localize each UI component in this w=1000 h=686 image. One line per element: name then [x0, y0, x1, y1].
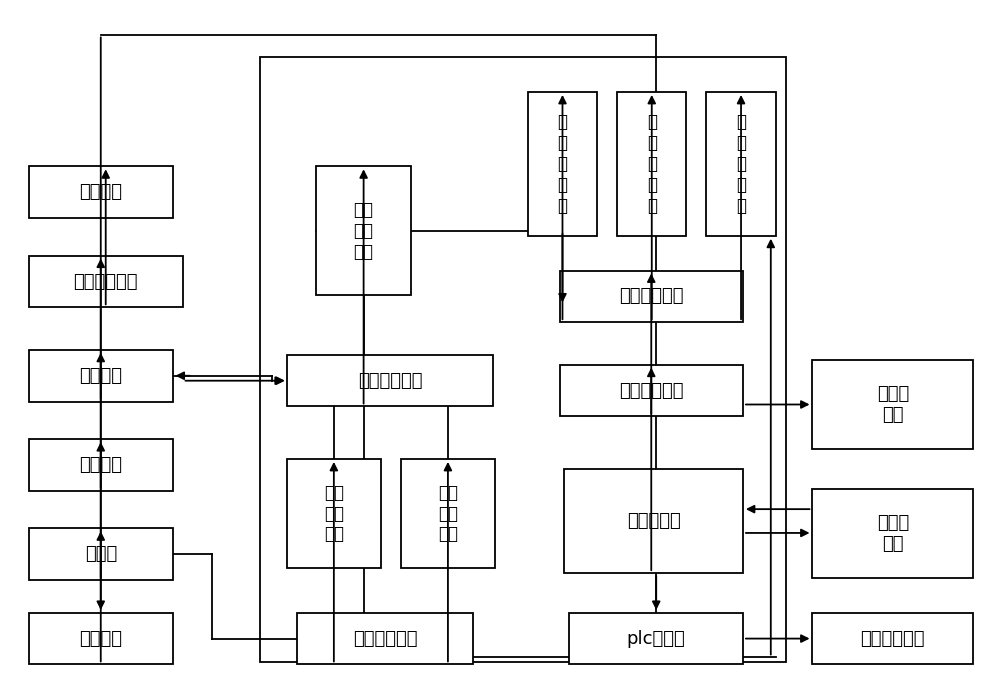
Bar: [560, 365, 743, 416]
Text: 变速箱: 变速箱: [85, 545, 117, 563]
Bar: [564, 469, 743, 573]
Bar: [260, 58, 786, 663]
Text: 机械进给机构: 机械进给机构: [358, 372, 422, 390]
Text: 图像消噪电路: 图像消噪电路: [619, 381, 684, 400]
Text: 轴
向
摄
像
头: 轴 向 摄 像 头: [557, 113, 567, 215]
Text: 电机系统: 电机系统: [79, 630, 122, 648]
Text: 图像增强电路: 图像增强电路: [619, 287, 684, 305]
Bar: [812, 360, 973, 449]
Text: plc控制器: plc控制器: [627, 630, 686, 648]
Bar: [29, 613, 173, 664]
Bar: [287, 459, 381, 568]
Bar: [29, 528, 173, 580]
Bar: [812, 489, 973, 578]
Text: 轴向
进给
装置: 轴向 进给 装置: [438, 484, 458, 543]
Bar: [316, 167, 411, 296]
Text: 刀具主轴: 刀具主轴: [79, 456, 122, 474]
Text: 工件主轴: 工件主轴: [79, 183, 122, 201]
Text: 径
向
摄
像
头: 径 向 摄 像 头: [647, 113, 657, 215]
Text: 分齿交换挂轮: 分齿交换挂轮: [73, 272, 138, 290]
Bar: [297, 613, 473, 664]
Text: 切
向
摄
像
头: 切 向 摄 像 头: [736, 113, 746, 215]
Text: 切向
进给
装置: 切向 进给 装置: [324, 484, 344, 543]
Bar: [528, 92, 597, 236]
Bar: [812, 613, 973, 664]
Bar: [29, 167, 173, 218]
Bar: [29, 256, 183, 307]
Bar: [401, 459, 495, 568]
Bar: [29, 439, 173, 490]
Text: 径向
进给
装置: 径向 进给 装置: [354, 201, 374, 261]
Text: 差动交换挂轮: 差动交换挂轮: [353, 630, 417, 648]
Bar: [287, 355, 493, 407]
Bar: [617, 92, 686, 236]
Text: 随机存
储器: 随机存 储器: [877, 385, 909, 424]
Bar: [560, 270, 743, 322]
Bar: [706, 92, 776, 236]
Text: 人机交互界面: 人机交互界面: [861, 630, 925, 648]
Bar: [29, 350, 173, 401]
Text: 移动存
储器: 移动存 储器: [877, 514, 909, 553]
Bar: [569, 613, 743, 664]
Text: 视频处理器: 视频处理器: [627, 512, 681, 530]
Text: 差动机构: 差动机构: [79, 367, 122, 385]
